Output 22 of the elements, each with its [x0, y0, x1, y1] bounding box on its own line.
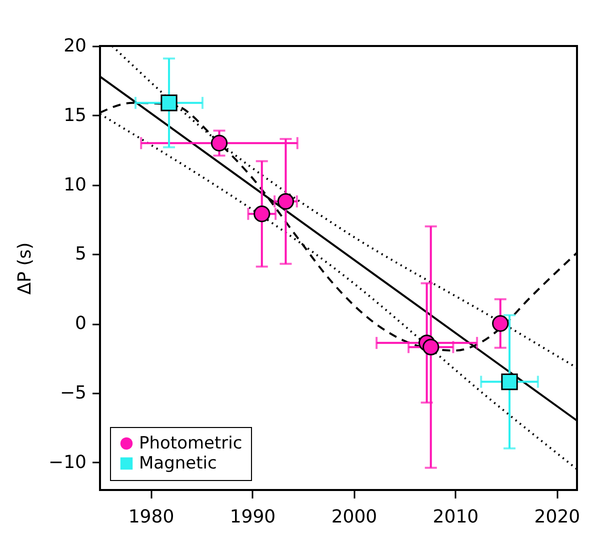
x-tick-label: 1990 [230, 506, 276, 528]
y-axis-title: ΔP (s) [14, 242, 36, 295]
point [492, 315, 509, 332]
y-tick-label: −5 [60, 382, 86, 404]
point [254, 206, 270, 222]
y-tick-label: 15 [64, 104, 86, 126]
y-tick-label: −10 [48, 452, 86, 473]
point [501, 373, 518, 390]
legend-label: Magnetic [139, 454, 217, 474]
x-tick-label: 2020 [534, 506, 580, 528]
point [277, 193, 294, 210]
y-tick-label: 20 [64, 36, 86, 56]
x-tick-label: 2000 [331, 506, 378, 528]
point [210, 134, 228, 152]
y-tick-label: 10 [64, 174, 86, 196]
legend-label: Photometric [139, 434, 242, 454]
point [160, 94, 178, 112]
y-tick-label: 0 [75, 313, 86, 334]
x-tick-label: 2010 [432, 506, 479, 528]
point [422, 338, 440, 356]
y-tick-label: 5 [75, 244, 86, 265]
x-tick-label: 1980 [128, 506, 174, 528]
